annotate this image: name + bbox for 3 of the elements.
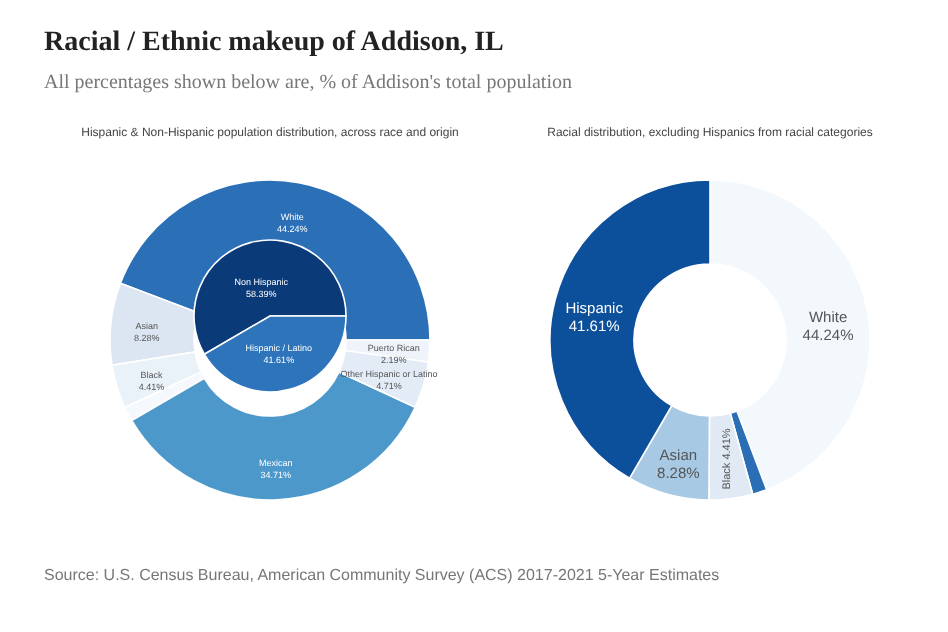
source-note: Source: U.S. Census Bureau, American Community Survey (ACS) 2017-2021 5-Year Estimates: [44, 566, 720, 584]
text: All percentages shown below are, % of Addison's total population: [44, 72, 572, 94]
text: Racial / Ethnic makeup of Addison, IL: [44, 28, 504, 60]
